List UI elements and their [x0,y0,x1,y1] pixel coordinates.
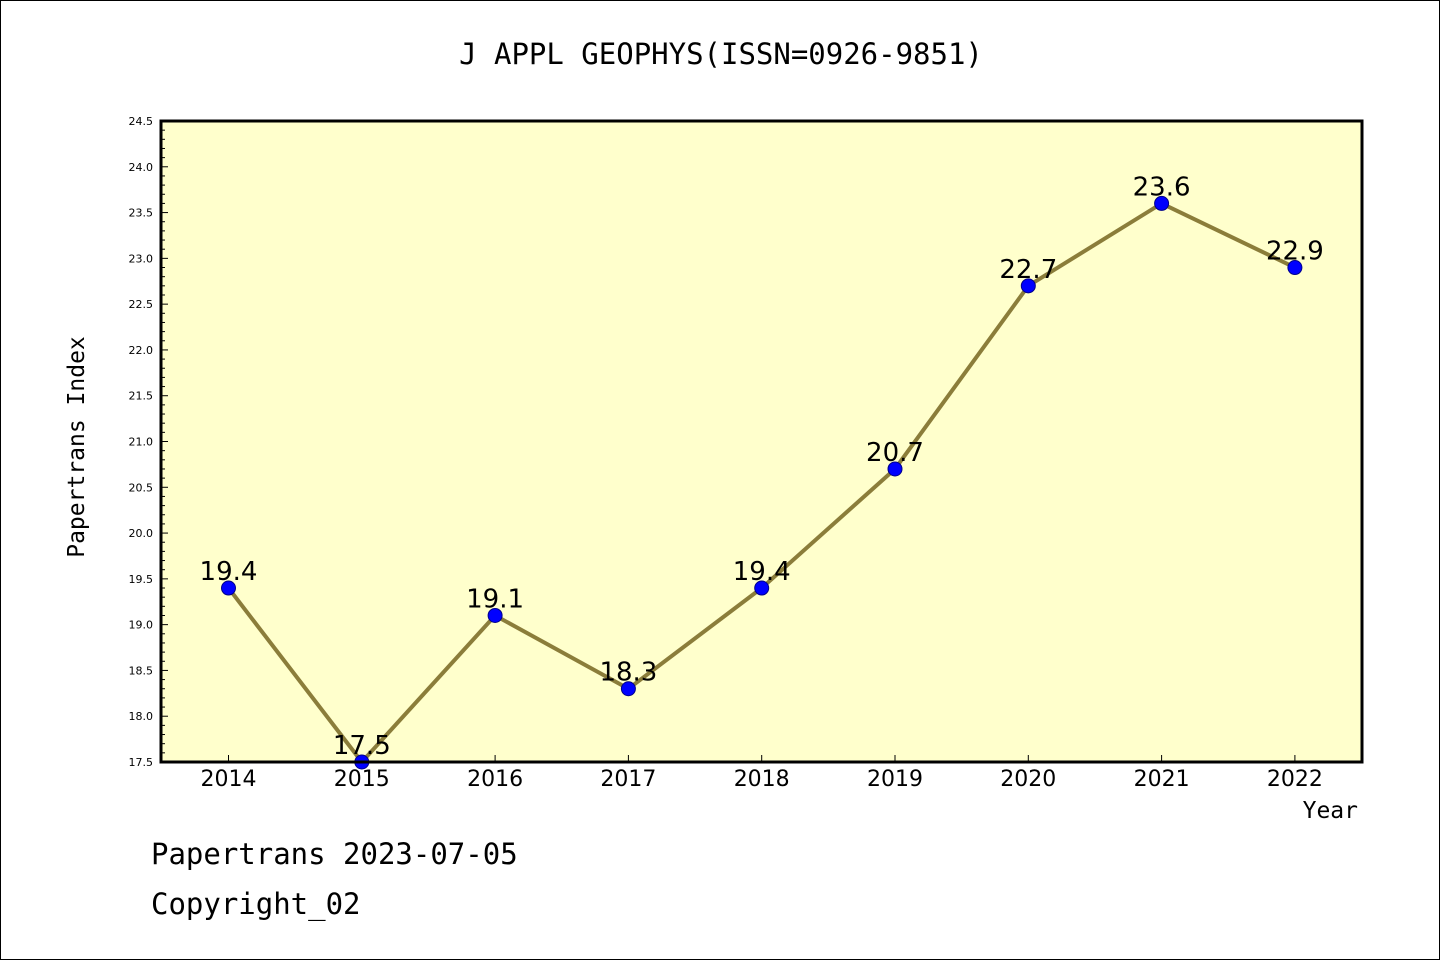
data-label: 19.1 [466,584,524,614]
plot-area [161,121,1362,762]
y-tick-label: 24.0 [129,161,154,174]
x-tick-label: 2014 [201,767,257,792]
y-tick-label: 22.0 [129,344,154,357]
data-point [1154,195,1170,211]
data-label: 23.6 [1133,172,1191,202]
x-tick-label: 2020 [1000,767,1056,792]
data-point [887,461,903,477]
data-label: 19.4 [200,557,258,587]
y-tick-label: 21.0 [129,436,154,449]
plot-border [159,119,1364,764]
footer-date: Papertrans 2023-07-05 [151,837,518,871]
footer-copyright: Copyright_02 [151,887,361,921]
data-label: 22.9 [1266,237,1324,267]
data-point [620,681,636,697]
y-tick-label: 19.0 [129,619,154,632]
x-tick-label: 2019 [867,767,923,792]
data-point [1287,260,1303,276]
y-tick-label: 23.5 [129,207,154,220]
y-tick-label: 18.0 [129,710,154,723]
y-tick-label: 20.5 [129,481,154,494]
y-tick-label: 24.5 [129,115,154,128]
x-tick-label: 2017 [600,767,656,792]
data-point [1020,278,1036,294]
data-point [221,580,236,596]
y-tick-label: 23.0 [129,252,154,265]
y-tick-label: 18.5 [129,664,154,677]
y-tick-label: 20.0 [129,527,154,540]
data-label: 22.7 [999,255,1057,285]
data-label: 18.3 [599,658,657,688]
x-tick-label: 2022 [1267,767,1323,792]
chart-title: J APPL GEOPHYS(ISSN=0926-9851) [459,37,983,71]
data-point [754,580,770,596]
data-label: 20.7 [866,438,924,468]
x-tick-label: 2015 [334,767,390,792]
x-axis-label: Year [1302,798,1358,824]
y-tick-label: 19.5 [129,573,154,586]
y-tick-label: 17.5 [129,756,154,769]
data-label: 19.4 [733,557,791,587]
data-label: 17.5 [333,731,391,761]
data-point [487,607,503,623]
y-tick-label: 21.5 [129,390,154,403]
x-tick-label: 2018 [734,767,790,792]
x-tick-label: 2016 [467,767,523,792]
x-tick-label: 2021 [1134,767,1190,792]
y-tick-label: 22.5 [129,298,154,311]
